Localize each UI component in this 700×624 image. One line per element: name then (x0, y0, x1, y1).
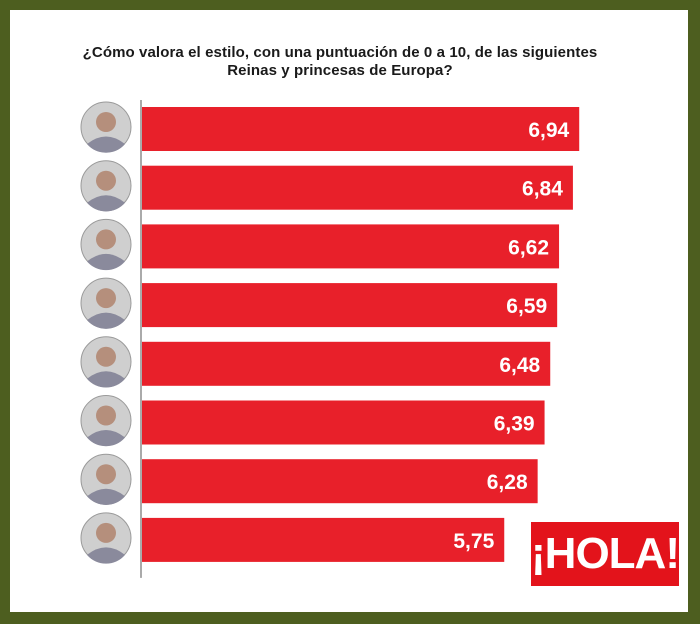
bar-value-label: 6,62 (508, 236, 549, 259)
bar-value-label: 6,59 (506, 295, 547, 318)
portrait-avatar (80, 395, 132, 447)
portrait-avatar (80, 336, 132, 388)
portrait-avatar (80, 453, 132, 505)
bar-value-label: 6,48 (499, 354, 540, 377)
chart-title-line-1: ¿Cómo valora el estilo, con una puntuaci… (82, 44, 598, 61)
bar-value-label: 6,39 (494, 413, 535, 436)
bar (142, 224, 560, 269)
portrait-avatar (80, 277, 132, 329)
bar (142, 165, 573, 210)
bar (142, 283, 558, 328)
bar-value-label: 6,28 (487, 471, 528, 494)
chart-title: ¿Cómo valora el estilo, con una puntuaci… (60, 44, 620, 80)
bar (142, 459, 538, 504)
bar (142, 400, 545, 445)
bar-value-label: 6,84 (522, 178, 563, 201)
bar-value-label: 6,94 (528, 119, 569, 142)
hola-logo-text: ¡HOLA! (531, 529, 680, 578)
bar-value-label: 5,75 (453, 530, 494, 553)
portrait-avatar (80, 512, 132, 564)
bar (142, 341, 551, 386)
portrait-avatar (80, 218, 132, 271)
hola-logo: ¡HOLA! (531, 522, 680, 586)
portrait-avatar (80, 160, 132, 212)
bar (142, 107, 580, 151)
portrait-avatar (80, 101, 132, 153)
chart-title-line-2: Reinas y princesas de Europa? (227, 62, 453, 79)
bar (142, 517, 505, 562)
